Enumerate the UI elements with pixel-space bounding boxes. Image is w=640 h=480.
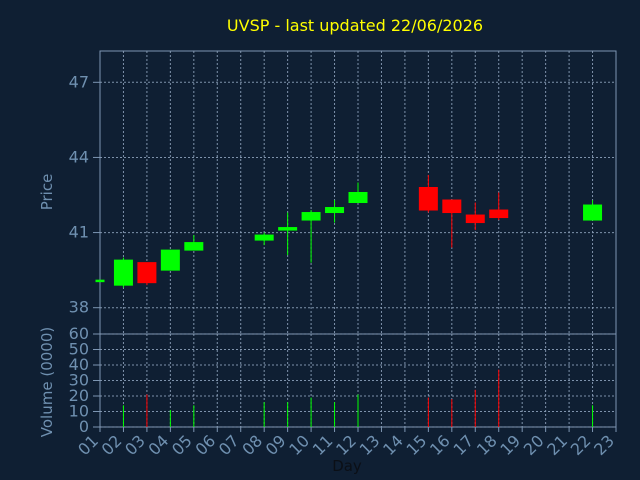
- candle-body: [465, 214, 485, 224]
- volume-tick-label: 40: [69, 355, 89, 374]
- candle-body: [137, 262, 157, 284]
- volume-tick-label: 50: [69, 340, 89, 359]
- candle-body: [325, 207, 345, 214]
- volume-tick-label: 10: [69, 402, 89, 421]
- candle-body: [348, 192, 368, 204]
- price-tick-label: 41: [69, 223, 89, 242]
- candle-body: [418, 186, 438, 211]
- candle-body: [442, 199, 462, 214]
- price-tick-label: 47: [69, 72, 89, 91]
- candle-body: [160, 249, 180, 271]
- volume-tick-label: 20: [69, 386, 89, 405]
- price-tick-label: 44: [69, 147, 89, 166]
- volume-tick-label: 60: [69, 324, 89, 343]
- price-tick-label: 38: [69, 298, 89, 317]
- candle-body: [278, 227, 298, 231]
- volume-axis-label: Volume (0000): [38, 327, 56, 437]
- price-axis-label: Price: [38, 174, 56, 211]
- candle-body: [489, 209, 509, 219]
- volume-tick-label: 30: [69, 371, 89, 390]
- plot-layer: 3841444701020304050600102030405060708091…: [69, 50, 618, 459]
- x-axis-title: Day: [332, 457, 362, 475]
- chart-title: UVSP - last updated 22/06/2026: [227, 16, 483, 35]
- candle-body: [583, 204, 603, 221]
- x-tick-label: 23: [590, 431, 618, 459]
- candle-body: [95, 279, 105, 283]
- candle-body: [301, 212, 321, 221]
- volume-tick-label: 0: [79, 417, 89, 436]
- candle-body: [184, 242, 204, 251]
- candle-body: [254, 234, 274, 241]
- candle-body: [113, 259, 133, 286]
